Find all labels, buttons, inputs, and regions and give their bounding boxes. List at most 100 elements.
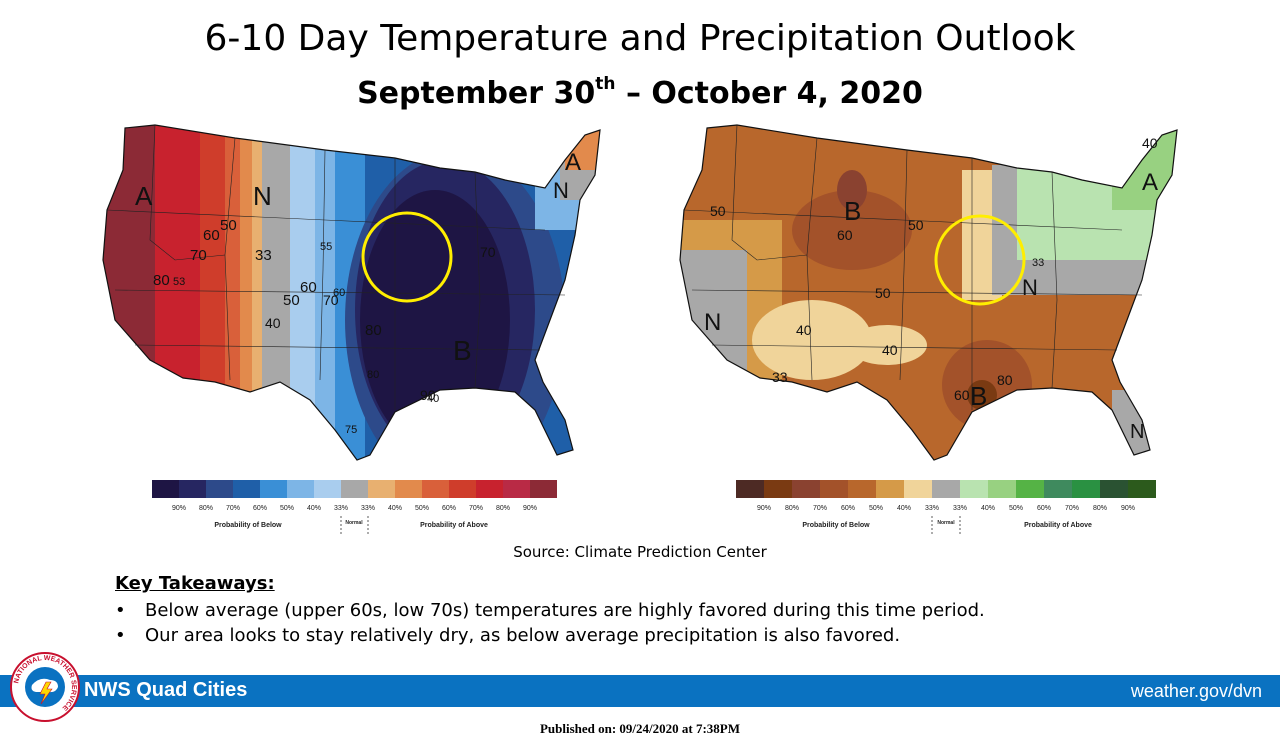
contour-label: 33 xyxy=(1032,257,1044,269)
nws-logo: NATIONAL WEATHER SERVICE xyxy=(10,652,80,722)
legend-tick: 90% xyxy=(757,505,771,512)
precipitation-legend-ticks: 90% 80% 70% 60% 50% 40% 33% 33% 40% 50% … xyxy=(757,505,1135,512)
swatch-below-80 xyxy=(179,480,206,498)
legend-tick: 60% xyxy=(1037,505,1051,512)
nws-logo-icon: NATIONAL WEATHER SERVICE xyxy=(10,652,80,722)
category-label: B xyxy=(453,335,472,366)
bullet-marker: • xyxy=(115,625,126,646)
temperature-outlook-map: A N A N B 50 60 70 80 53 33 50 60 70 40 … xyxy=(95,120,645,480)
contour-label: 53 xyxy=(173,276,185,288)
category-label: A xyxy=(1142,169,1158,196)
legend-tick: 80% xyxy=(199,505,213,512)
legend-tick: 50% xyxy=(869,505,883,512)
swatch-above-70 xyxy=(1072,480,1100,498)
office-url-link[interactable]: weather.gov/dvn xyxy=(1130,681,1262,701)
precipitation-outlook-map: B B N N A N 50 60 50 50 40 40 33 60 80 3… xyxy=(672,120,1222,480)
state-borders xyxy=(683,124,1143,410)
swatch-below-90 xyxy=(736,480,764,498)
category-label: A xyxy=(565,149,581,176)
contour-label: 60 xyxy=(203,227,220,244)
takeaway-text: Our area looks to stay relatively dry, a… xyxy=(145,625,901,646)
source-caption: Source: Climate Prediction Center xyxy=(513,543,767,561)
key-takeaways: Key Takeaways: • Below average (upper 60s… xyxy=(115,573,1215,650)
legend-below-label: Probability of Below xyxy=(214,522,282,529)
legend-tick: 33% xyxy=(925,505,939,512)
contour-label: 70 xyxy=(480,244,496,260)
category-label: A xyxy=(135,181,153,211)
precip-map-labels: B B N N A N 50 60 50 50 40 40 33 60 80 3… xyxy=(704,135,1158,443)
legend-tick: 60% xyxy=(442,505,456,512)
category-label: N xyxy=(253,181,272,211)
legend-tick: 80% xyxy=(496,505,510,512)
contour-label: 80 xyxy=(153,272,170,289)
swatch-above-80 xyxy=(1100,480,1128,498)
list-item: • Below average (upper 60s, low 70s) temp… xyxy=(115,600,1215,621)
legend-tick: 70% xyxy=(1065,505,1079,512)
band-below-33 xyxy=(752,300,872,380)
legend-tick: 60% xyxy=(841,505,855,512)
contour-label: 55 xyxy=(320,241,332,253)
legend-normal-label: Normal xyxy=(937,520,955,526)
legend-tick: 50% xyxy=(280,505,294,512)
swatch-above-50 xyxy=(1016,480,1044,498)
key-takeaways-list: • Below average (upper 60s, low 70s) temp… xyxy=(115,600,1215,646)
contour-label: 40 xyxy=(1142,135,1158,151)
band-above-40 xyxy=(240,125,252,460)
swatch-above-70 xyxy=(476,480,503,498)
legend-below-label: Probability of Below xyxy=(802,522,870,529)
contour-label: 60 xyxy=(837,227,853,243)
contour-label: 90 xyxy=(420,387,436,403)
legend-tick: 33% xyxy=(953,505,967,512)
contour-label: 60 xyxy=(300,279,317,296)
band-below-90 xyxy=(360,190,510,450)
bullet-marker: • xyxy=(115,600,126,621)
takeaway-text: Below average (upper 60s, low 70s) tempe… xyxy=(145,600,985,621)
swatch-above-40 xyxy=(988,480,1016,498)
band-above-33 xyxy=(252,125,262,460)
swatch-below-33 xyxy=(314,480,341,498)
contour-label: 33 xyxy=(255,247,272,264)
footer-bar xyxy=(0,675,1280,707)
state-borders xyxy=(106,124,566,410)
date-range-subtitle: September 30th – October 4, 2020 xyxy=(0,74,1280,111)
swatch-above-33 xyxy=(960,480,988,498)
legend-tick: 70% xyxy=(226,505,240,512)
category-label: B xyxy=(970,381,987,411)
published-timestamp: Published on: 09/24/2020 at 7:38PM xyxy=(539,721,741,736)
legend-above-label: Probability of Above xyxy=(420,522,488,529)
temperature-legend-captions: Probability of Below Normal Probability … xyxy=(214,520,488,529)
us-outline xyxy=(679,124,1178,461)
office-name: NWS Quad Cities xyxy=(84,679,248,701)
contour-label: 50 xyxy=(875,285,891,301)
legend-tick: 33% xyxy=(361,505,375,512)
legend-tick: 80% xyxy=(785,505,799,512)
band-below-80 xyxy=(967,380,997,410)
contour-label: 60 xyxy=(954,387,970,403)
temperature-map-svg: A N A N B 50 60 70 80 53 33 50 60 70 40 … xyxy=(95,120,645,480)
contour-label: 80 xyxy=(997,372,1013,388)
category-label: N xyxy=(1130,421,1144,443)
category-label: N xyxy=(1022,275,1038,300)
swatch-below-70 xyxy=(792,480,820,498)
swatch-below-40 xyxy=(876,480,904,498)
legend-tick: 70% xyxy=(469,505,483,512)
swatch-below-90 xyxy=(152,480,179,498)
band-below-70 xyxy=(837,170,867,210)
subtitle-ordinal: th xyxy=(595,74,616,94)
precipitation-legend-captions: Probability of Below Normal Probability … xyxy=(802,520,1092,529)
band-below-33-ok xyxy=(847,325,927,365)
precipitation-legend-svg: 90% 80% 70% 60% 50% 40% 33% 33% 40% 50% … xyxy=(736,480,1156,536)
contour-label: 40 xyxy=(796,322,812,338)
contour-label: 80 xyxy=(367,369,379,381)
swatch-normal xyxy=(341,480,368,498)
contour-label: 60 xyxy=(333,287,345,299)
legend-tick: 60% xyxy=(253,505,267,512)
legend-tick: 40% xyxy=(307,505,321,512)
contour-label: 70 xyxy=(190,247,207,264)
swatch-above-50 xyxy=(422,480,449,498)
category-label: B xyxy=(844,196,861,226)
temp-map-labels: A N A N B 50 60 70 80 53 33 50 60 70 40 … xyxy=(135,149,581,436)
legend-tick: 40% xyxy=(897,505,911,512)
swatch-below-70 xyxy=(206,480,233,498)
contour-label: 40 xyxy=(882,342,898,358)
